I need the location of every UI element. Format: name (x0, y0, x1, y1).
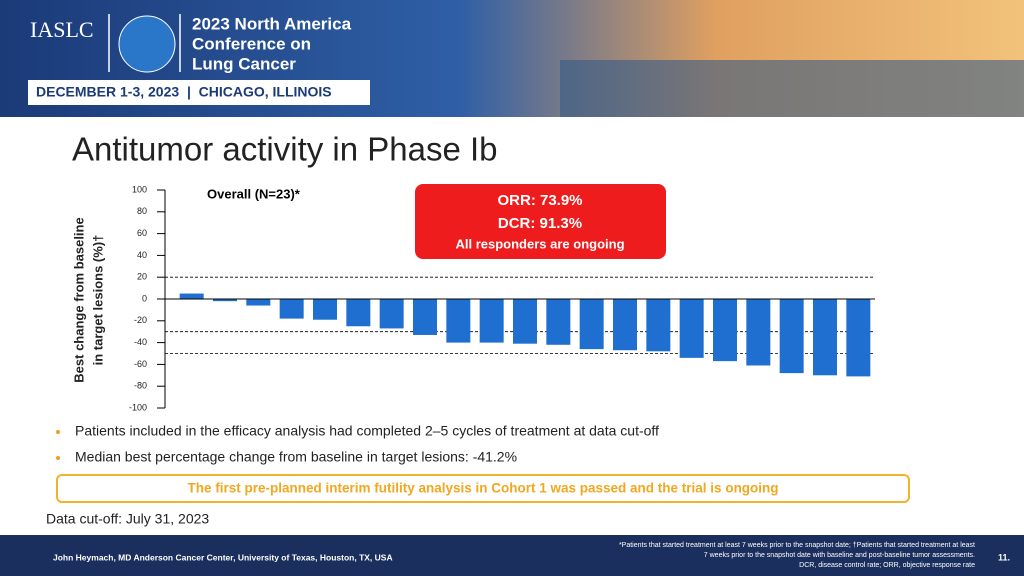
bar (413, 299, 437, 335)
conference: 2023 North America (192, 14, 352, 33)
callout: All responders are ongoing (455, 236, 624, 251)
bar (246, 299, 271, 306)
highlight-box (56, 474, 910, 503)
skyline (560, 60, 1024, 117)
callout-box (415, 184, 666, 259)
callout: ORR: 73.9% (497, 192, 582, 209)
y-tick-label: -40 (134, 337, 147, 347)
bar (746, 299, 771, 366)
footer-author: John Heymach, MD Anderson Cancer Center,… (53, 552, 393, 562)
y-tick-label: -100 (129, 402, 147, 412)
bullet: Patients included in the efficacy analys… (75, 423, 659, 439)
bar (779, 299, 804, 374)
bar (446, 299, 471, 343)
bar (579, 299, 604, 350)
y-tick-label: 100 (132, 184, 147, 194)
bar (213, 299, 237, 302)
bar (313, 299, 337, 320)
bullet-dot (56, 430, 60, 434)
bar (479, 299, 504, 343)
y-tick-label: -60 (134, 359, 147, 369)
y-tick-label: 60 (137, 228, 147, 238)
globe (118, 15, 176, 73)
data-cutoff: Data cut-off: July 31, 2023 (46, 511, 209, 527)
bar (846, 299, 871, 377)
footnote: 7 weeks prior to the snapshot date with … (704, 552, 975, 559)
bar (813, 299, 837, 376)
bar (679, 299, 704, 358)
footnote: *Patients that started treatment at leas… (619, 542, 975, 549)
callout: DCR: 91.3% (498, 215, 582, 232)
bar (379, 299, 404, 329)
y-tick-label: -20 (134, 315, 147, 325)
y-axis-label: Best change from baseline (71, 217, 86, 382)
y-tick-label: 20 (137, 272, 147, 282)
chart-title: Overall (N=23)* (207, 186, 301, 201)
y-tick-label: 40 (137, 250, 147, 260)
bar (179, 293, 204, 299)
bar (513, 299, 537, 344)
bar (279, 299, 304, 319)
y-tick-label: 0 (142, 293, 147, 303)
footer-bar (0, 535, 1024, 576)
dates: DECEMBER 1-3, 2023 | CHICAGO, ILLINOIS (36, 84, 332, 100)
y-tick-label: -80 (134, 381, 147, 391)
bar (346, 299, 371, 327)
highlight: The first pre-planned interim futility a… (187, 481, 778, 496)
bar (613, 299, 637, 351)
bar (713, 299, 737, 362)
bullet: Median best percentage change from basel… (75, 449, 517, 465)
page-number: 11. (998, 552, 1010, 562)
footnote: DCR, disease control rate; ORR, objectiv… (799, 562, 975, 569)
y-tick-label: 80 (137, 206, 147, 216)
bullet-dot (56, 456, 60, 460)
y-axis-label: in target lesions (%)† (90, 235, 105, 366)
conference: Lung Cancer (192, 54, 296, 73)
bar (546, 299, 571, 345)
org: IASLC (30, 17, 94, 42)
bar (646, 299, 671, 352)
conference: Conference on (192, 34, 311, 53)
slide-title: Antitumor activity in Phase Ib (72, 131, 498, 168)
date-band (28, 80, 370, 105)
